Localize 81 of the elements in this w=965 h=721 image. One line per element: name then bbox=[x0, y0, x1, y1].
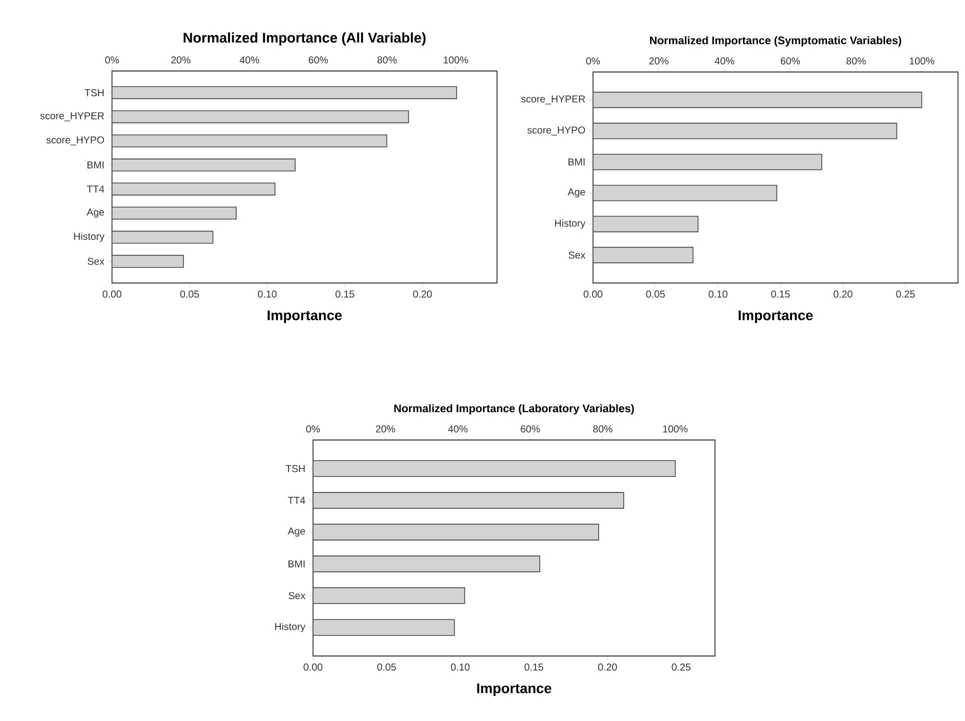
bar bbox=[313, 587, 466, 604]
x-tick-label: 0.10 bbox=[258, 290, 277, 298]
x2-tick-label: 80% bbox=[593, 425, 612, 432]
x-tick-label: 0.25 bbox=[896, 290, 915, 298]
x-tick-label: 0.15 bbox=[524, 664, 544, 671]
y-tick-label: TSH bbox=[84, 89, 104, 96]
x-tick-label: 0.05 bbox=[646, 290, 665, 298]
x-tick-label: 0.00 bbox=[304, 664, 322, 671]
bar bbox=[313, 556, 540, 572]
x-tick-label: 0.20 bbox=[598, 664, 617, 671]
bar bbox=[593, 246, 694, 264]
bar bbox=[112, 254, 184, 268]
y-tick-label: Age bbox=[568, 188, 586, 198]
y-tick-label: TT4 bbox=[288, 496, 306, 504]
x2-tick-label: 20% bbox=[649, 57, 668, 64]
bar bbox=[313, 492, 624, 509]
x-tick-label: 0.15 bbox=[771, 290, 790, 298]
x-axis-title: Importance bbox=[477, 683, 552, 696]
x-axis-title: Importance bbox=[738, 310, 813, 324]
x-tick-label: 0.05 bbox=[180, 290, 199, 298]
bar bbox=[313, 460, 676, 477]
x-tick-label: 0.10 bbox=[450, 664, 470, 671]
bar bbox=[112, 206, 237, 220]
y-tick-label: score_HYPER bbox=[521, 95, 586, 104]
bar bbox=[593, 122, 898, 140]
x2-tick-label: 60% bbox=[780, 57, 800, 64]
chart-title: Normalized Importance (Laboratory Variables) bbox=[394, 404, 634, 414]
x2-tick-label: 0% bbox=[586, 57, 600, 64]
x-tick-label: 0.25 bbox=[672, 664, 690, 671]
y-tick-label: Age bbox=[86, 208, 104, 218]
y-tick-label: BMI bbox=[288, 560, 305, 568]
bar bbox=[593, 154, 822, 170]
x2-tick-label: 40% bbox=[714, 57, 734, 64]
x-tick-label: 0.00 bbox=[584, 290, 602, 298]
x2-tick-label: 20% bbox=[376, 425, 396, 432]
x2-tick-label: 60% bbox=[308, 56, 328, 64]
x2-tick-label: 0% bbox=[306, 425, 320, 432]
y-tick-label: score_HYPO bbox=[527, 126, 585, 136]
x-tick-label: 0.05 bbox=[377, 664, 396, 671]
bar bbox=[313, 619, 455, 636]
x2-tick-label: 80% bbox=[377, 56, 397, 64]
x-tick-label: 0.15 bbox=[336, 290, 354, 298]
bar bbox=[593, 216, 698, 232]
y-tick-label: Sex bbox=[568, 252, 586, 259]
y-tick-label: History bbox=[275, 622, 306, 632]
y-tick-label: History bbox=[555, 219, 586, 229]
x-tick-label: 0.20 bbox=[413, 290, 432, 298]
bar bbox=[112, 230, 214, 244]
bar bbox=[112, 182, 276, 196]
bar bbox=[593, 92, 922, 108]
x2-tick-label: 20% bbox=[171, 56, 190, 64]
y-tick-label: Sex bbox=[288, 592, 306, 600]
y-tick-label: TT4 bbox=[86, 186, 104, 192]
x2-tick-label: 100% bbox=[663, 425, 688, 432]
x2-tick-label: 40% bbox=[448, 425, 468, 432]
y-tick-label: score_HYPO bbox=[46, 136, 104, 146]
y-tick-label: score_HYPER bbox=[40, 112, 104, 122]
chart-title: Normalized Importance (All Variable) bbox=[184, 32, 426, 46]
x2-tick-label: 100% bbox=[910, 57, 934, 64]
y-tick-label: TSH bbox=[286, 465, 305, 472]
x2-tick-label: 0% bbox=[105, 56, 119, 64]
y-tick-label: BMI bbox=[568, 158, 585, 166]
x2-tick-label: 80% bbox=[846, 57, 866, 64]
y-tick-label: Age bbox=[288, 528, 306, 537]
x-axis-title: Importance bbox=[268, 310, 342, 324]
chart-title: Normalized Importance (Symptomatic Variables) bbox=[650, 36, 902, 46]
x2-tick-label: 60% bbox=[520, 425, 540, 432]
x-tick-label: 0.10 bbox=[708, 290, 728, 298]
y-tick-label: History bbox=[74, 232, 104, 242]
x2-tick-label: 40% bbox=[240, 56, 260, 64]
bar bbox=[112, 86, 458, 100]
x2-tick-label: 100% bbox=[444, 56, 468, 64]
bar bbox=[112, 110, 409, 124]
x-tick-label: 0.20 bbox=[834, 290, 852, 298]
bar bbox=[313, 524, 600, 540]
bar bbox=[112, 134, 388, 148]
y-tick-label: Sex bbox=[88, 258, 104, 265]
bar bbox=[593, 184, 778, 202]
x-tick-label: 0.00 bbox=[102, 290, 122, 298]
y-tick-label: BMI bbox=[88, 162, 104, 168]
bar bbox=[112, 158, 296, 172]
